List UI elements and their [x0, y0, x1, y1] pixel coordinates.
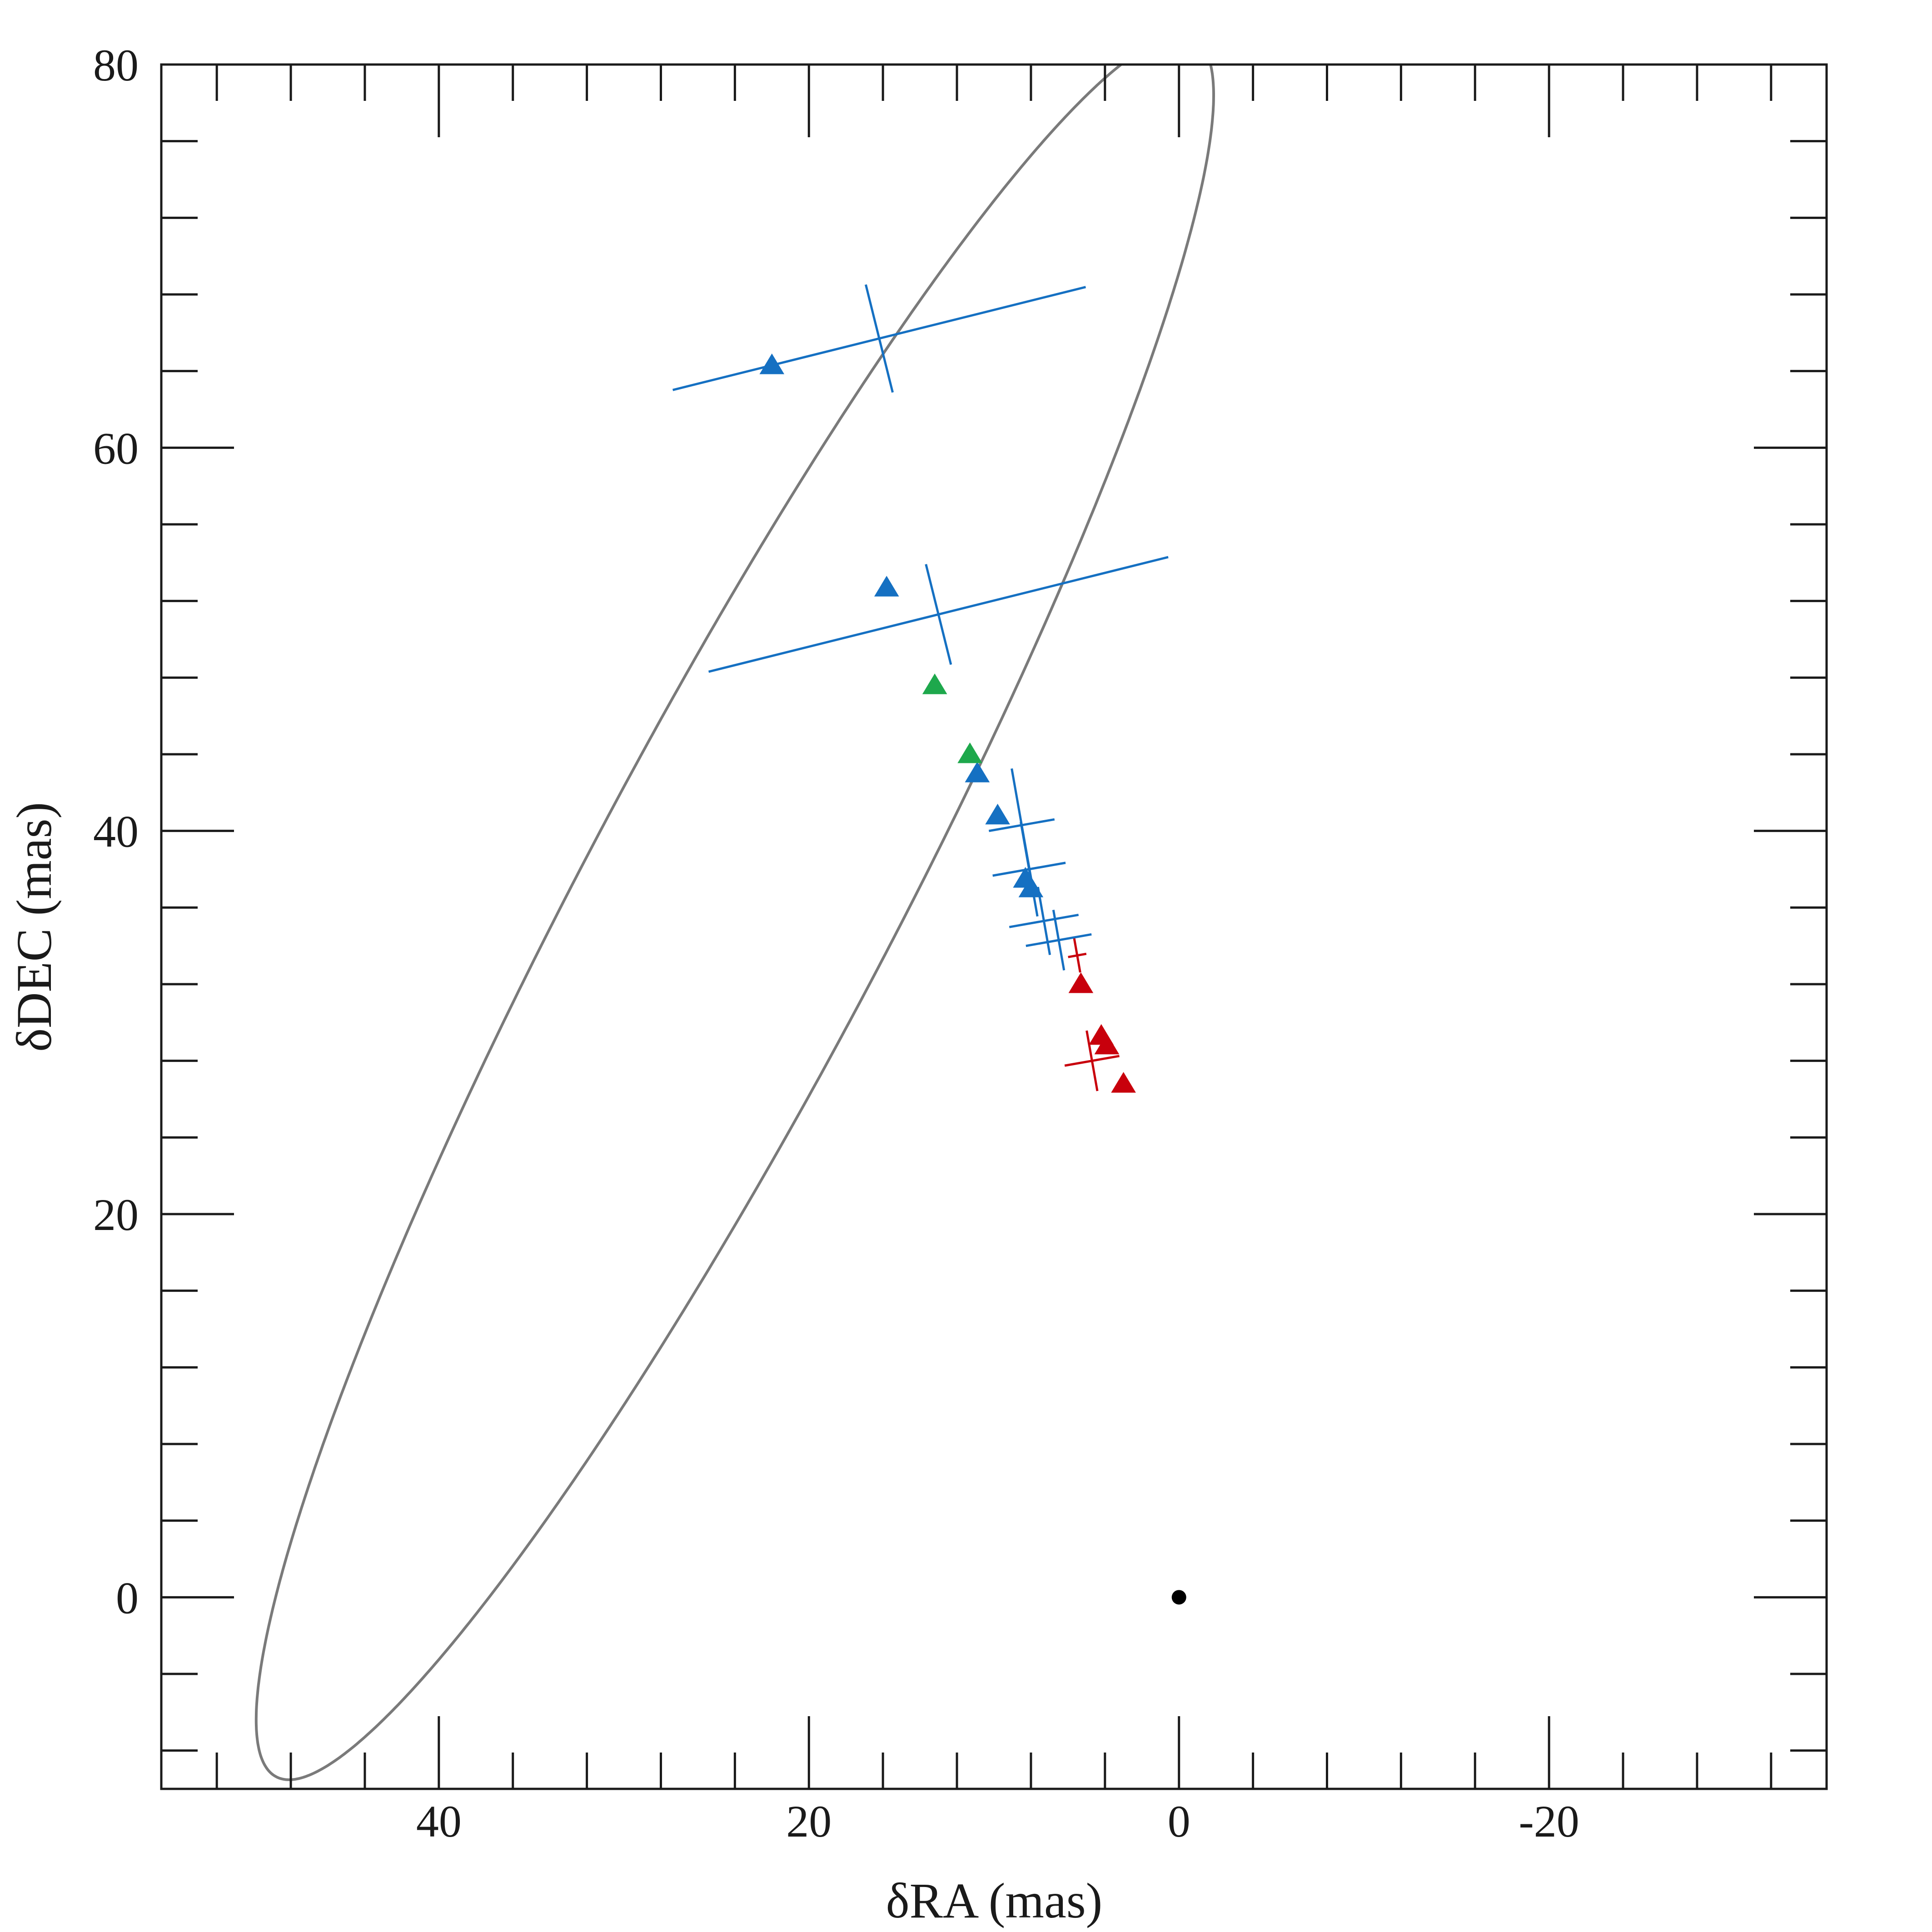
x-axis-label: δRA (mas)	[886, 1873, 1103, 1928]
error-cross	[708, 556, 1169, 673]
error-bar-minor	[1052, 910, 1066, 971]
error-bar-minor	[1086, 1030, 1099, 1091]
data-point-triangle	[759, 354, 785, 374]
y-tick-label: 80	[93, 40, 139, 90]
y-tick-label: 0	[116, 1573, 139, 1623]
error-bar-minor	[925, 564, 952, 665]
plot-frame	[160, 63, 1828, 1790]
data-point-triangle	[985, 803, 1010, 825]
data-point-triangle	[1068, 972, 1094, 993]
x-tick-label: 0	[1168, 1796, 1190, 1847]
orbit-ellipse	[254, 65, 1215, 1781]
data-point-triangle	[965, 762, 990, 782]
x-tick-label: 20	[786, 1796, 832, 1847]
y-tick-label: 60	[93, 423, 139, 473]
y-tick-label: 20	[93, 1190, 139, 1240]
axes-layer	[160, 63, 1828, 1790]
data-point-triangle	[874, 576, 899, 597]
ticks-layer	[161, 63, 1827, 1789]
error-cross	[1064, 1030, 1120, 1091]
error-bars-layer	[672, 284, 1169, 1091]
data-point-triangle	[1018, 876, 1044, 897]
error-cross	[672, 284, 1086, 393]
error-bar-minor	[1020, 822, 1039, 917]
error-cross	[1026, 910, 1092, 971]
error-bar-minor	[1036, 886, 1051, 956]
x-tick-label: -20	[1519, 1796, 1579, 1847]
tick-labels-layer: 40 20 0 -20 0 20 40 60 80	[93, 40, 1579, 1847]
primary-star-marker	[1171, 1590, 1186, 1605]
error-bar-minor	[1073, 938, 1081, 973]
error-bar-minor	[865, 284, 894, 393]
data-point-triangle	[1111, 1072, 1136, 1093]
error-cross	[1009, 886, 1079, 956]
x-tick-label: 40	[416, 1796, 462, 1847]
data-point-triangle	[1094, 1033, 1120, 1055]
error-cross	[1068, 938, 1087, 973]
orbit-layer	[254, 65, 1215, 1781]
error-cross	[992, 822, 1066, 917]
y-tick-label: 40	[93, 807, 139, 857]
data-point-triangle	[922, 673, 947, 694]
data-point-triangle	[957, 742, 982, 763]
data-points-layer	[759, 354, 1186, 1605]
y-axis-label: δDEC (mas)	[6, 802, 62, 1052]
